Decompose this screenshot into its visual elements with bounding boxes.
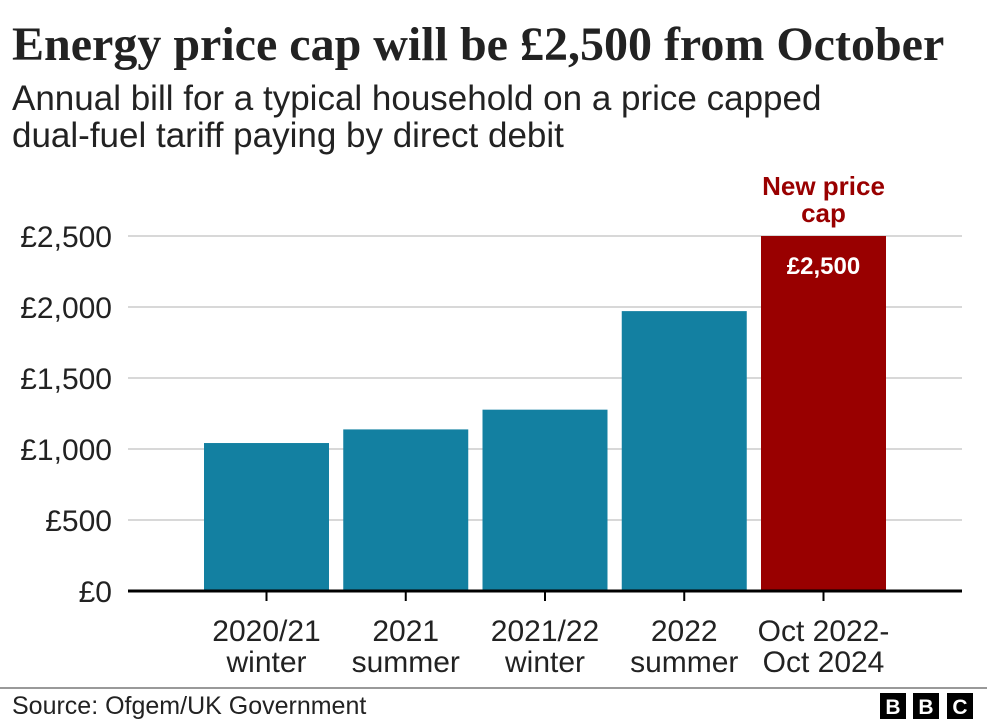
bar-highlighted (761, 236, 886, 591)
bbc-logo-block-3 (947, 693, 973, 719)
bar (204, 443, 329, 591)
x-tick-label: 2021/22 (491, 615, 599, 648)
data-label: £2,500 (787, 253, 860, 280)
x-axis (128, 589, 962, 601)
source-note: Source: Ofgem/UK Government (12, 692, 366, 720)
x-tick-label: 2020/21 (212, 615, 320, 648)
bbc-logo-letter-3: C (952, 696, 967, 719)
x-axis-labels: 2020/21winter2021summer2021/22winter2022… (212, 615, 889, 679)
bar (343, 429, 469, 591)
x-tick-label: 2021 (372, 615, 439, 648)
bbc-logo: B B C (880, 693, 973, 719)
y-tick-label: £1,000 (20, 434, 112, 467)
bar (482, 409, 608, 591)
x-tick-label: summer (630, 646, 738, 679)
x-tick-label: winter (504, 646, 585, 679)
annotation-label: New price (762, 171, 885, 201)
x-tick-label: 2022 (651, 615, 718, 648)
x-tick-label: Oct 2022- (758, 615, 890, 648)
x-tick-label: Oct 2024 (763, 646, 885, 679)
y-tick-label: £500 (45, 505, 112, 538)
bbc-logo-letter-2: B (918, 696, 933, 719)
chart-title: Energy price cap will be £2,500 from Oct… (12, 18, 944, 71)
bbc-logo-letter-1: B (885, 696, 900, 719)
bars (204, 236, 886, 591)
bbc-logo-block-1 (880, 693, 906, 719)
chart-subtitle-line-2: dual-fuel tariff paying by direct debit (12, 116, 564, 155)
y-tick-label: £2,000 (20, 292, 112, 325)
x-tick-label: winter (225, 646, 306, 679)
bbc-logo-block-2 (913, 693, 939, 719)
annotation-label: cap (801, 198, 846, 228)
y-tick-label: £0 (79, 576, 112, 609)
y-tick-label: £1,500 (20, 363, 112, 396)
y-axis-labels: £0 £500 £1,000 £1,500 £2,000 £2,500 (20, 221, 112, 609)
y-tick-label: £2,500 (20, 221, 112, 254)
chart-subtitle-line-1: Annual bill for a typical household on a… (12, 79, 821, 118)
x-tick-label: summer (352, 646, 460, 679)
bar (621, 311, 747, 591)
